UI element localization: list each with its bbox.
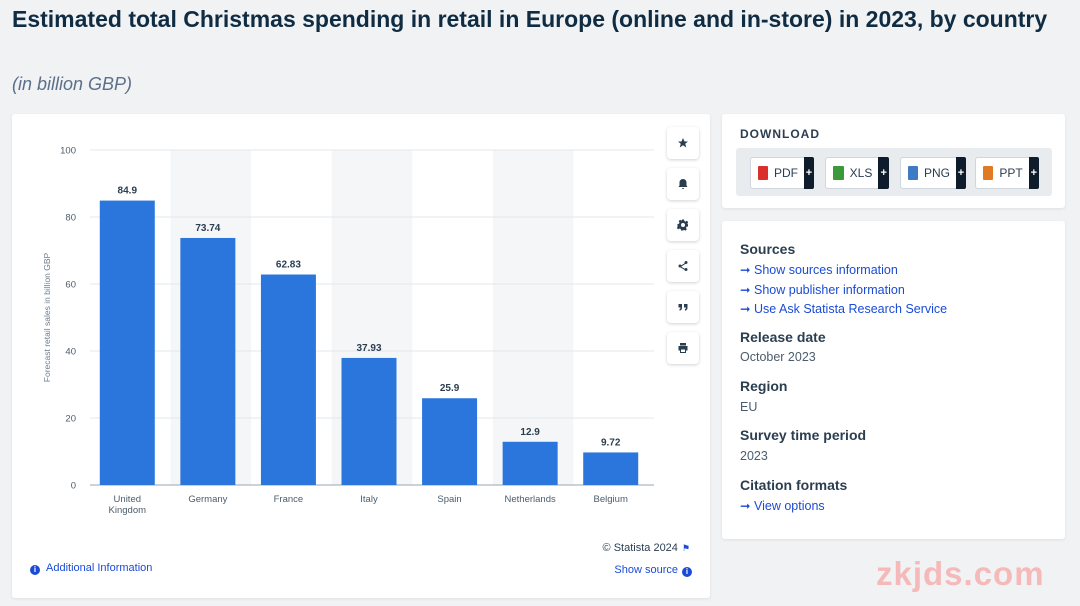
bar xyxy=(99,200,155,485)
data-label: 37.93 xyxy=(356,343,381,354)
bar-chart: 0 20 40 60 80 100 Forecast retail sales in bil… xyxy=(42,146,654,516)
x-tick-label: Italy xyxy=(360,494,378,505)
y-tick-label: 0 xyxy=(71,481,76,492)
x-tick-label: United Kingdom xyxy=(109,494,147,516)
plus-icon: + xyxy=(878,157,889,189)
xls-file-icon xyxy=(833,166,844,180)
y-tick-label: 100 xyxy=(60,146,76,157)
print-icon xyxy=(678,343,688,353)
quote-icon xyxy=(678,304,688,311)
survey-period-value: 2023 xyxy=(740,449,768,463)
cite-button[interactable] xyxy=(667,291,699,323)
show-source-label: Show source xyxy=(614,564,678,576)
info-icon: i xyxy=(682,567,692,577)
print-button[interactable] xyxy=(667,332,699,364)
survey-period-heading: Survey time period xyxy=(740,427,867,443)
bar xyxy=(260,274,316,485)
ask-statista-label: Use Ask Statista Research Service xyxy=(754,302,948,316)
release-date-value: October 2023 xyxy=(740,350,816,364)
y-tick-label: 80 xyxy=(65,213,76,224)
page-title: Estimated total Christmas spending in re… xyxy=(12,6,1048,32)
star-icon xyxy=(678,138,688,148)
gear-icon xyxy=(677,219,689,231)
sources-heading: Sources xyxy=(740,241,796,257)
additional-information-label: Additional Information xyxy=(46,562,153,574)
watermark-text: zkjds.com xyxy=(876,555,1045,592)
citation-formats-heading: Citation formats xyxy=(740,477,848,493)
info-icon: i xyxy=(30,565,40,575)
arrow-right-icon: ➞ xyxy=(740,263,751,277)
x-tick-label: Spain xyxy=(437,494,461,505)
copyright-text: © Statista 2024 xyxy=(602,542,678,554)
y-axis-label: Forecast retail sales in billion GBP xyxy=(42,252,52,382)
arrow-right-icon: ➞ xyxy=(740,499,751,513)
share-button[interactable] xyxy=(667,250,699,282)
download-ppt-button[interactable]: PPT + xyxy=(975,157,1039,189)
region-heading: Region xyxy=(740,378,788,394)
plus-icon: + xyxy=(1028,157,1039,189)
data-label: 73.74 xyxy=(195,223,220,234)
download-xls-button[interactable]: XLS + xyxy=(825,157,889,189)
show-sources-link[interactable]: ➞ Show sources information xyxy=(740,262,898,277)
download-panel: DOWNLOAD PDF + XLS + PNG + PPT + xyxy=(722,114,1065,208)
download-pdf-button[interactable]: PDF + xyxy=(750,157,814,189)
region-value: EU xyxy=(740,400,758,414)
download-toolbar: PDF + XLS + PNG + PPT + xyxy=(736,148,1052,196)
view-options-link[interactable]: ➞ View options xyxy=(740,498,825,513)
pdf-file-icon xyxy=(758,166,768,180)
bar xyxy=(502,441,558,485)
data-label: 25.9 xyxy=(440,383,460,394)
arrow-right-icon: ➞ xyxy=(740,302,751,316)
bar xyxy=(180,237,236,485)
release-date-heading: Release date xyxy=(740,329,826,345)
plus-icon: + xyxy=(956,157,966,189)
download-title: DOWNLOAD xyxy=(740,127,820,141)
download-xls-label: XLS xyxy=(849,166,873,180)
page-subtitle: (in billion GBP) xyxy=(12,74,133,94)
download-pdf-label: PDF xyxy=(774,166,798,180)
data-label: 12.9 xyxy=(520,427,540,438)
arrow-right-icon: ➞ xyxy=(740,283,751,297)
show-publisher-link[interactable]: ➞ Show publisher information xyxy=(740,282,905,297)
y-tick-label: 40 xyxy=(65,347,76,358)
show-source-link[interactable]: Show source i xyxy=(614,564,692,577)
bar xyxy=(422,398,478,485)
download-png-label: PNG xyxy=(923,166,950,180)
data-label: 84.9 xyxy=(118,186,138,197)
copyright-notice: © Statista 2024 ⚑ xyxy=(603,542,690,554)
bell-icon xyxy=(678,179,688,189)
plus-icon: + xyxy=(804,157,814,189)
bar xyxy=(583,452,639,485)
chart-card: 0 20 40 60 80 100 Forecast retail sales in bil… xyxy=(12,114,710,598)
download-png-button[interactable]: PNG + xyxy=(900,157,966,189)
download-ppt-label: PPT xyxy=(999,166,1023,180)
category-band xyxy=(492,150,574,485)
png-file-icon xyxy=(908,166,918,180)
statistic-info-panel: Sources ➞ Show sources information ➞ Show … xyxy=(722,221,1065,539)
favorite-button[interactable] xyxy=(667,127,699,159)
additional-information-link[interactable]: i Additional Information xyxy=(30,562,152,575)
y-tick-label: 60 xyxy=(65,280,76,291)
y-tick-label: 20 xyxy=(65,414,76,425)
ppt-file-icon xyxy=(983,166,994,180)
bar xyxy=(341,357,397,485)
x-tick-label: France xyxy=(274,494,304,505)
show-publisher-label: Show publisher information xyxy=(754,283,905,297)
view-options-label: View options xyxy=(754,499,825,513)
x-tick-label: Belgium xyxy=(594,494,628,505)
settings-button[interactable] xyxy=(667,209,699,241)
x-tick-label: Netherlands xyxy=(505,494,556,505)
data-label: 62.83 xyxy=(276,260,301,271)
notification-button[interactable] xyxy=(667,168,699,200)
flag-icon: ⚑ xyxy=(681,543,690,553)
x-tick-label: Germany xyxy=(188,494,227,505)
data-label: 9.72 xyxy=(601,437,621,448)
ask-statista-link[interactable]: ➞ Use Ask Statista Research Service xyxy=(740,301,947,316)
show-sources-label: Show sources information xyxy=(754,263,898,277)
share-icon xyxy=(678,261,688,271)
